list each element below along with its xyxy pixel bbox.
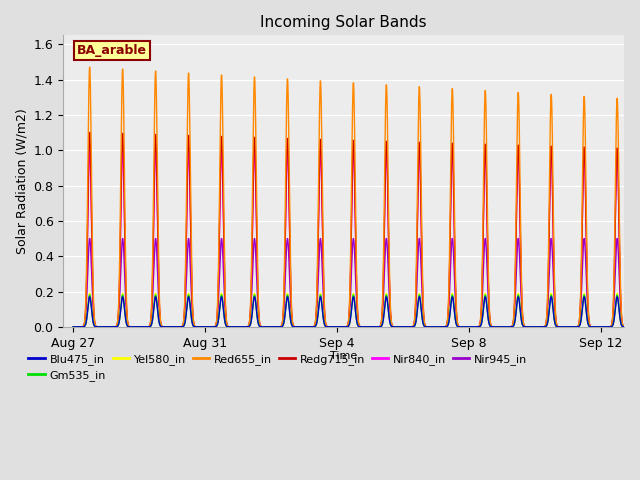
Text: BA_arable: BA_arable	[77, 44, 147, 57]
Legend: Blu475_in, Gm535_in, Yel580_in, Red655_in, Redg715_in, Nir840_in, Nir945_in: Blu475_in, Gm535_in, Yel580_in, Red655_i…	[24, 349, 531, 385]
Title: Incoming Solar Bands: Incoming Solar Bands	[260, 15, 427, 30]
Y-axis label: Solar Radiation (W/m2): Solar Radiation (W/m2)	[15, 108, 28, 254]
X-axis label: Time: Time	[330, 351, 357, 361]
